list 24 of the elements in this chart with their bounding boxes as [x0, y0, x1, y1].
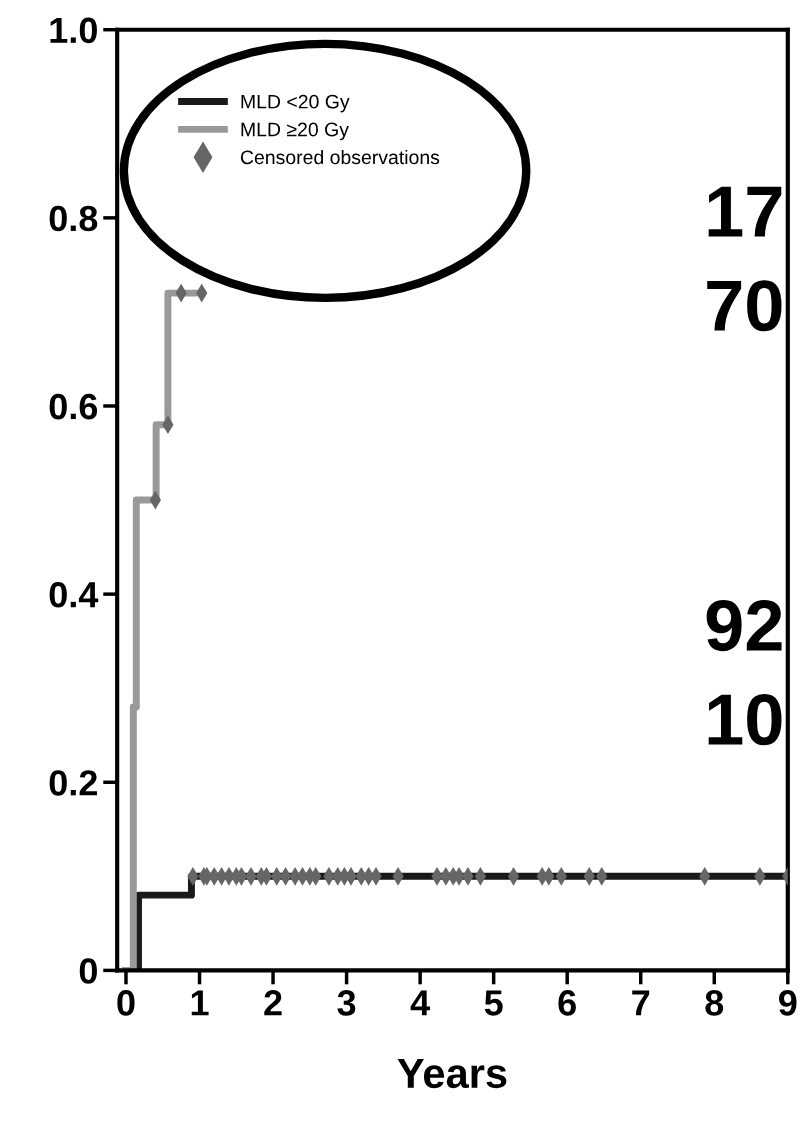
y-tick-label: 0.4	[49, 582, 99, 608]
annotation: 10	[708, 694, 782, 746]
x-tick-label: 7	[632, 990, 650, 1016]
x-tick-label: 2	[264, 990, 282, 1016]
x-axis-title: Years	[397, 1059, 507, 1089]
y-tick-label: 0.6	[49, 393, 98, 420]
legend-label: Censored observations	[240, 149, 440, 165]
annotation: 92	[706, 600, 782, 652]
annotation: 70	[707, 280, 782, 332]
x-tick-label: 9	[779, 990, 797, 1016]
x-tick-label: 0	[117, 990, 135, 1016]
legend-label: MLD <20 Gy	[241, 94, 350, 113]
x-tick-label: 1	[191, 990, 209, 1016]
x-tick-label: 5	[484, 990, 503, 1016]
x-tick-label: 6	[558, 990, 576, 1016]
x-tick-label: 3	[337, 990, 356, 1016]
x-tick-label: 4	[410, 990, 430, 1016]
x-tick-label: 8	[705, 990, 724, 1016]
y-tick-label: 0	[79, 958, 97, 984]
legend-label: MLD ≥20 Gy	[241, 122, 349, 141]
y-tick-label: 0.8	[49, 205, 98, 232]
annotation: 17	[708, 186, 782, 237]
y-tick-label: 0.2	[49, 770, 97, 796]
y-tick-label: 1.0	[50, 17, 97, 44]
